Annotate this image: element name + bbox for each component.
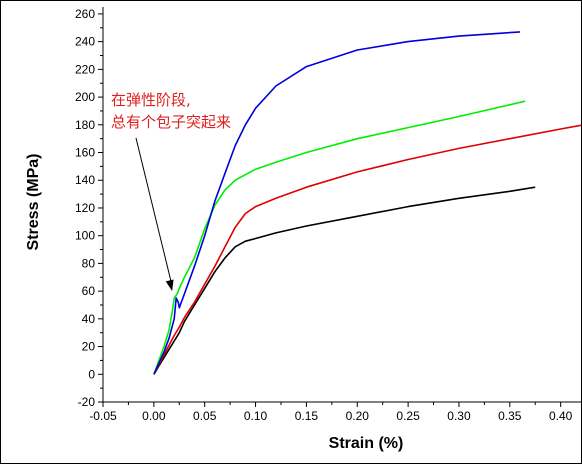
y-tick-label: 40 bbox=[82, 312, 96, 326]
y-tick-label: 60 bbox=[82, 284, 96, 298]
y-axis-title: Stress (MPa) bbox=[25, 154, 42, 251]
y-tick-label: 220 bbox=[75, 62, 95, 76]
annotation-line-2: 总有个包子突起来 bbox=[111, 113, 231, 131]
x-tick-label: 0.15 bbox=[295, 409, 319, 423]
y-tick-label: 140 bbox=[75, 173, 95, 187]
x-tick-label: 0.05 bbox=[193, 409, 217, 423]
y-tick-label: 100 bbox=[75, 229, 95, 243]
annotation-line-1: 在弹性阶段, bbox=[111, 91, 191, 109]
x-tick-label: -0.05 bbox=[89, 409, 117, 423]
x-axis-title: Strain (%) bbox=[329, 435, 404, 452]
y-tick-label: 120 bbox=[75, 201, 95, 215]
y-tick-label: 260 bbox=[75, 7, 95, 21]
series-line-3 bbox=[153, 100, 526, 375]
series-line-1 bbox=[153, 186, 536, 375]
y-tick-label: 0 bbox=[88, 367, 95, 381]
y-tick-label: -20 bbox=[78, 395, 96, 409]
axes: -0.05 0.00 0.05 0.10 0.15 0.20 0.25 0.30 0.35 0.4… bbox=[75, 7, 581, 423]
x-tick-label: 0.35 bbox=[498, 409, 522, 423]
x-tick-label: 0.00 bbox=[142, 409, 166, 423]
series-line-2 bbox=[153, 124, 581, 375]
x-tick-label: 0.30 bbox=[447, 409, 471, 423]
x-tick-label: 0.10 bbox=[244, 409, 268, 423]
annotation-arrow-shaft bbox=[135, 137, 173, 287]
y-tick-label: 180 bbox=[75, 118, 95, 132]
y-tick-label: 20 bbox=[82, 340, 96, 354]
y-tick-label: 240 bbox=[75, 35, 95, 49]
annotation-arrow-head bbox=[165, 279, 174, 292]
x-tick-label: 0.40 bbox=[549, 409, 573, 423]
y-tick-label: 80 bbox=[82, 256, 96, 270]
series-line-4 bbox=[153, 31, 521, 375]
y-tick-label: 160 bbox=[75, 146, 95, 160]
y-tick-label: 200 bbox=[75, 90, 95, 104]
annotation: 在弹性阶段, 总有个包子突起来 bbox=[111, 91, 231, 292]
series-lines bbox=[153, 31, 581, 375]
x-tick-label: 0.20 bbox=[346, 409, 370, 423]
x-tick-label: 0.25 bbox=[396, 409, 420, 423]
